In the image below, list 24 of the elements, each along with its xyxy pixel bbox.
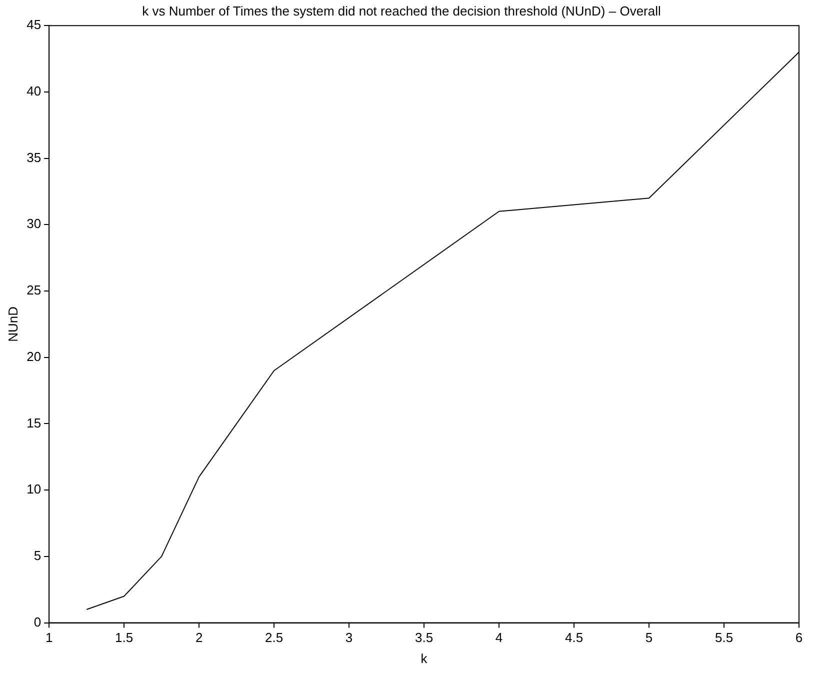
x-tick-label: 2.5 xyxy=(265,630,284,646)
x-tick-label: 4.5 xyxy=(564,630,584,646)
x-tick-label: 1 xyxy=(45,630,53,646)
x-axis-title: k xyxy=(420,650,428,666)
x-tick-label: 2 xyxy=(195,630,203,646)
x-tick-label: 5 xyxy=(645,630,653,646)
y-tick-label: 5 xyxy=(34,548,42,564)
chart-title: k vs Number of Times the system did not reached the decision threshold (NUnD) – Overall xyxy=(142,3,661,18)
y-tick-label: 20 xyxy=(26,348,42,364)
y-tick-label: 25 xyxy=(26,282,42,298)
y-tick-label: 35 xyxy=(26,150,42,165)
x-tick-label: 4 xyxy=(495,630,503,646)
y-tick-label: 30 xyxy=(26,216,42,232)
x-tick-label: 5.5 xyxy=(714,630,734,646)
x-tick-label: 3 xyxy=(345,630,353,646)
y-tick-label: 10 xyxy=(26,482,42,497)
y-tick-label: 0 xyxy=(34,614,42,630)
y-tick-label: 40 xyxy=(26,84,42,99)
x-tick-label: 6 xyxy=(795,630,803,646)
y-axis-title: NUnD xyxy=(5,306,20,342)
y-tick-label: 15 xyxy=(26,415,42,430)
x-tick-label: 3.5 xyxy=(414,630,434,646)
y-tick-label: 45 xyxy=(26,17,42,32)
x-tick-label: 1.5 xyxy=(115,630,134,646)
